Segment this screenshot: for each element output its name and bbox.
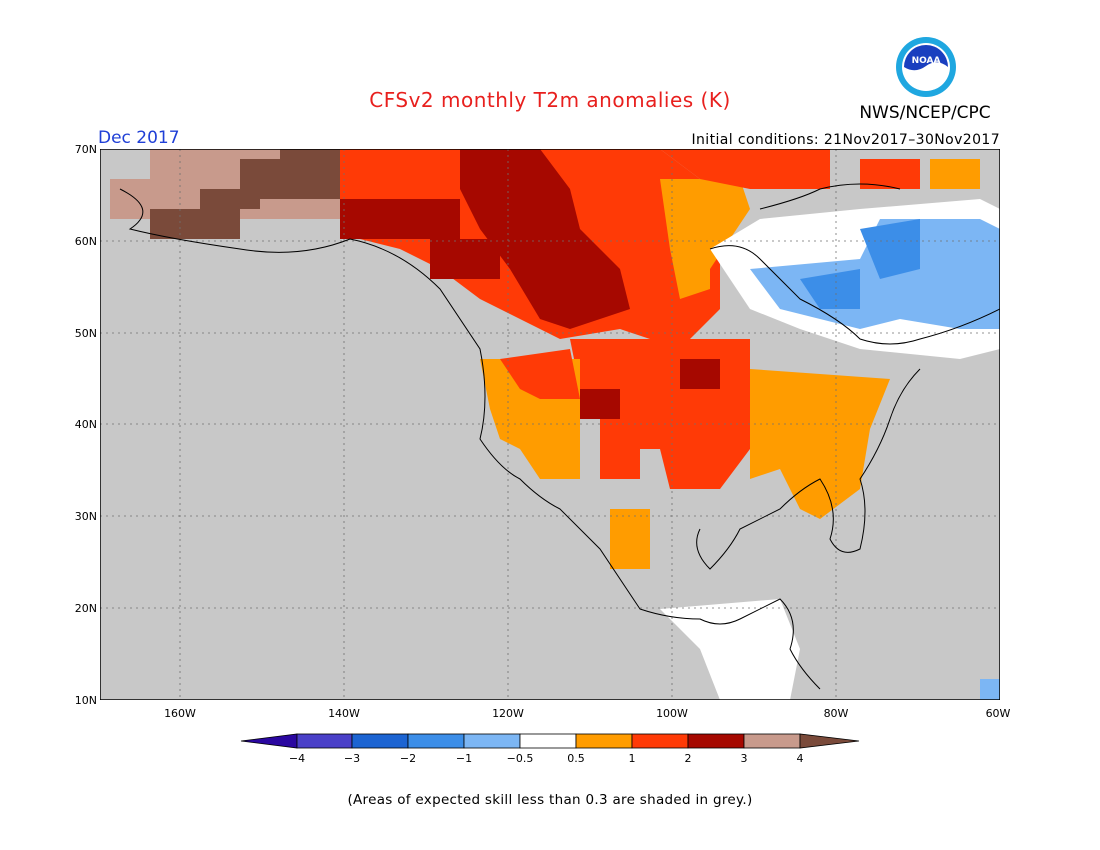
valid-month: Dec 2017 (98, 128, 180, 148)
legend-tick: 4 (797, 752, 804, 765)
anomaly-usa (480, 339, 890, 569)
lat-label: 50N (75, 327, 97, 340)
anomaly-map: 70N 60N 50N 40N 30N 20N 10N (100, 149, 1000, 700)
map-title: CFSv2 monthly T2m anomalies (K) (369, 88, 731, 112)
legend-swatch (631, 733, 689, 749)
lon-label: 60W (986, 707, 1010, 720)
legend-tick: −1 (456, 752, 472, 765)
lon-axis: 160W 140W 120W 100W 80W 60W (164, 707, 1010, 720)
lat-label: 40N (75, 418, 97, 431)
legend-tick: −4 (289, 752, 305, 765)
legend-tick: −2 (400, 752, 416, 765)
legend-tick: −0.5 (507, 752, 534, 765)
lat-label: 10N (75, 694, 97, 707)
legend-swatch (743, 733, 801, 749)
map-coastlines (119, 183, 1000, 690)
legend-tick: −3 (344, 752, 360, 765)
legend-swatch (463, 733, 521, 749)
lat-label: 20N (75, 602, 97, 615)
legend-swatch-gt-4 (799, 733, 860, 749)
lon-label: 160W (164, 707, 196, 720)
legend-swatch (296, 733, 353, 749)
noaa-logo-text: NOAA (912, 56, 941, 66)
skill-footnote: (Areas of expected skill less than 0.3 a… (347, 792, 753, 808)
legend-swatch (519, 733, 577, 749)
legend-swatch (351, 733, 409, 749)
legend-tick: 3 (741, 752, 748, 765)
legend-tick: 0.5 (567, 752, 585, 765)
anomaly-canada (340, 149, 980, 349)
lon-label: 80W (824, 707, 849, 720)
anomaly-east-canada (710, 199, 1000, 359)
map-gridlines (100, 149, 1000, 700)
legend-swatch-lt-neg4 (240, 733, 298, 749)
lon-label: 120W (492, 707, 524, 720)
legend-swatch (575, 733, 633, 749)
lat-label: 60N (75, 235, 97, 248)
legend-swatch (407, 733, 465, 749)
lat-axis-outer: 70N 60N 50N 40N 30N 20N 10N (75, 143, 97, 707)
lon-label: 100W (656, 707, 688, 720)
color-legend: −4 −3 −2 −1 −0.5 0.5 1 2 3 4 (240, 733, 860, 765)
agency-label: NWS/NCEP/CPC (859, 103, 991, 123)
anomaly-central-america (660, 599, 1000, 700)
legend-tick: 1 (629, 752, 636, 765)
lat-label: 30N (75, 510, 97, 523)
noaa-logo: NOAA (896, 37, 956, 97)
lat-label: 70N (75, 143, 97, 156)
legend-tick: 2 (685, 752, 692, 765)
initial-conditions: Initial conditions: 21Nov2017–30Nov2017 (691, 132, 1000, 148)
legend-swatch (687, 733, 745, 749)
lon-label: 140W (328, 707, 360, 720)
